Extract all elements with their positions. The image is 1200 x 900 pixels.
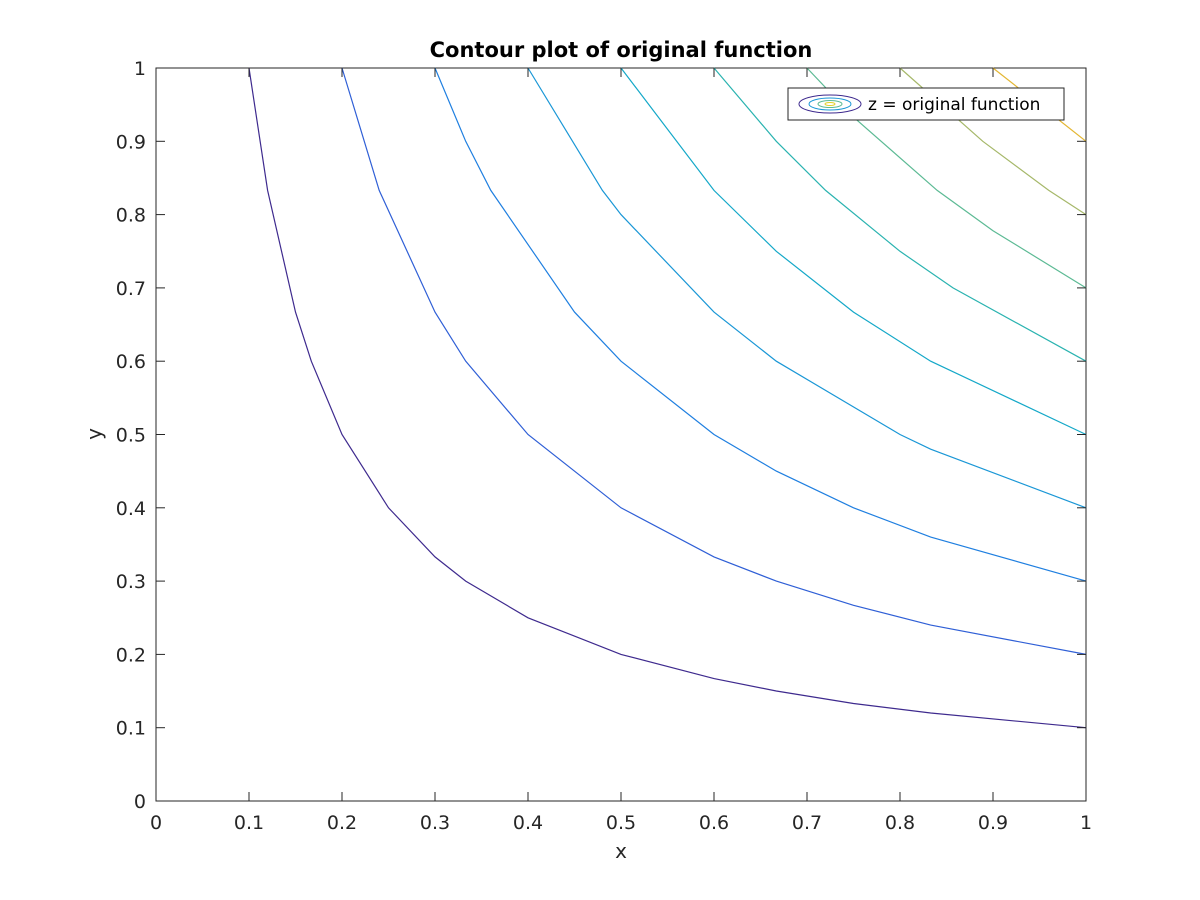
x-tick-label-9: 0.9 bbox=[978, 812, 1008, 834]
x-tick-label-10: 1 bbox=[1080, 812, 1092, 834]
x-tick-label-3: 0.3 bbox=[420, 812, 450, 834]
legend-contour-icon bbox=[798, 94, 862, 114]
x-tick-label-8: 0.8 bbox=[885, 812, 915, 834]
x-tick-label-5: 0.5 bbox=[606, 812, 636, 834]
contour-line-5 bbox=[620, 67, 1087, 436]
y-tick-label-6: 0.6 bbox=[116, 351, 146, 373]
contour-line-3 bbox=[434, 67, 1087, 582]
contour-line-4 bbox=[527, 67, 1087, 509]
x-tick-label-7: 0.7 bbox=[792, 812, 822, 834]
y-tick-label-8: 0.8 bbox=[116, 205, 146, 227]
y-tick-label-3: 0.3 bbox=[116, 571, 146, 593]
x-tick-label-1: 0.1 bbox=[234, 812, 264, 834]
legend: z = original function bbox=[787, 87, 1065, 121]
y-tick-label-2: 0.2 bbox=[116, 644, 146, 666]
contour-line-2 bbox=[341, 67, 1087, 655]
legend-box bbox=[787, 87, 1065, 121]
x-tick-labels: 0 0.1 0.2 0.3 0.4 0.5 0.6 0.7 0.8 0.9 1 bbox=[150, 812, 1092, 834]
y-tick-label-4: 0.4 bbox=[116, 498, 146, 520]
x-tick-label-2: 0.2 bbox=[327, 812, 357, 834]
y-tick-label-10: 1 bbox=[134, 58, 146, 80]
y-tick-label-7: 0.7 bbox=[116, 278, 146, 300]
plot-area bbox=[155, 67, 1087, 802]
x-axis-label: x bbox=[615, 839, 627, 863]
y-axis-label: y bbox=[82, 428, 106, 440]
legend-label: z = original function bbox=[868, 95, 1040, 115]
y-tick-label-1: 0.1 bbox=[116, 718, 146, 740]
x-tick-label-0: 0 bbox=[150, 812, 162, 834]
x-tick-label-4: 0.4 bbox=[513, 812, 543, 834]
y-tick-label-5: 0.5 bbox=[116, 425, 146, 447]
x-tick-label-6: 0.6 bbox=[699, 812, 729, 834]
y-tick-label-9: 0.9 bbox=[116, 131, 146, 153]
contour-line-1 bbox=[248, 67, 1087, 729]
contour-line-6 bbox=[713, 67, 1087, 362]
y-tick-label-0: 0 bbox=[134, 791, 146, 813]
chart-title: Contour plot of original function bbox=[430, 38, 813, 62]
y-tick-labels: 0 0.1 0.2 0.3 0.4 0.5 0.6 0.7 0.8 0.9 1 bbox=[116, 58, 146, 813]
axis-ticks bbox=[155, 67, 1087, 802]
